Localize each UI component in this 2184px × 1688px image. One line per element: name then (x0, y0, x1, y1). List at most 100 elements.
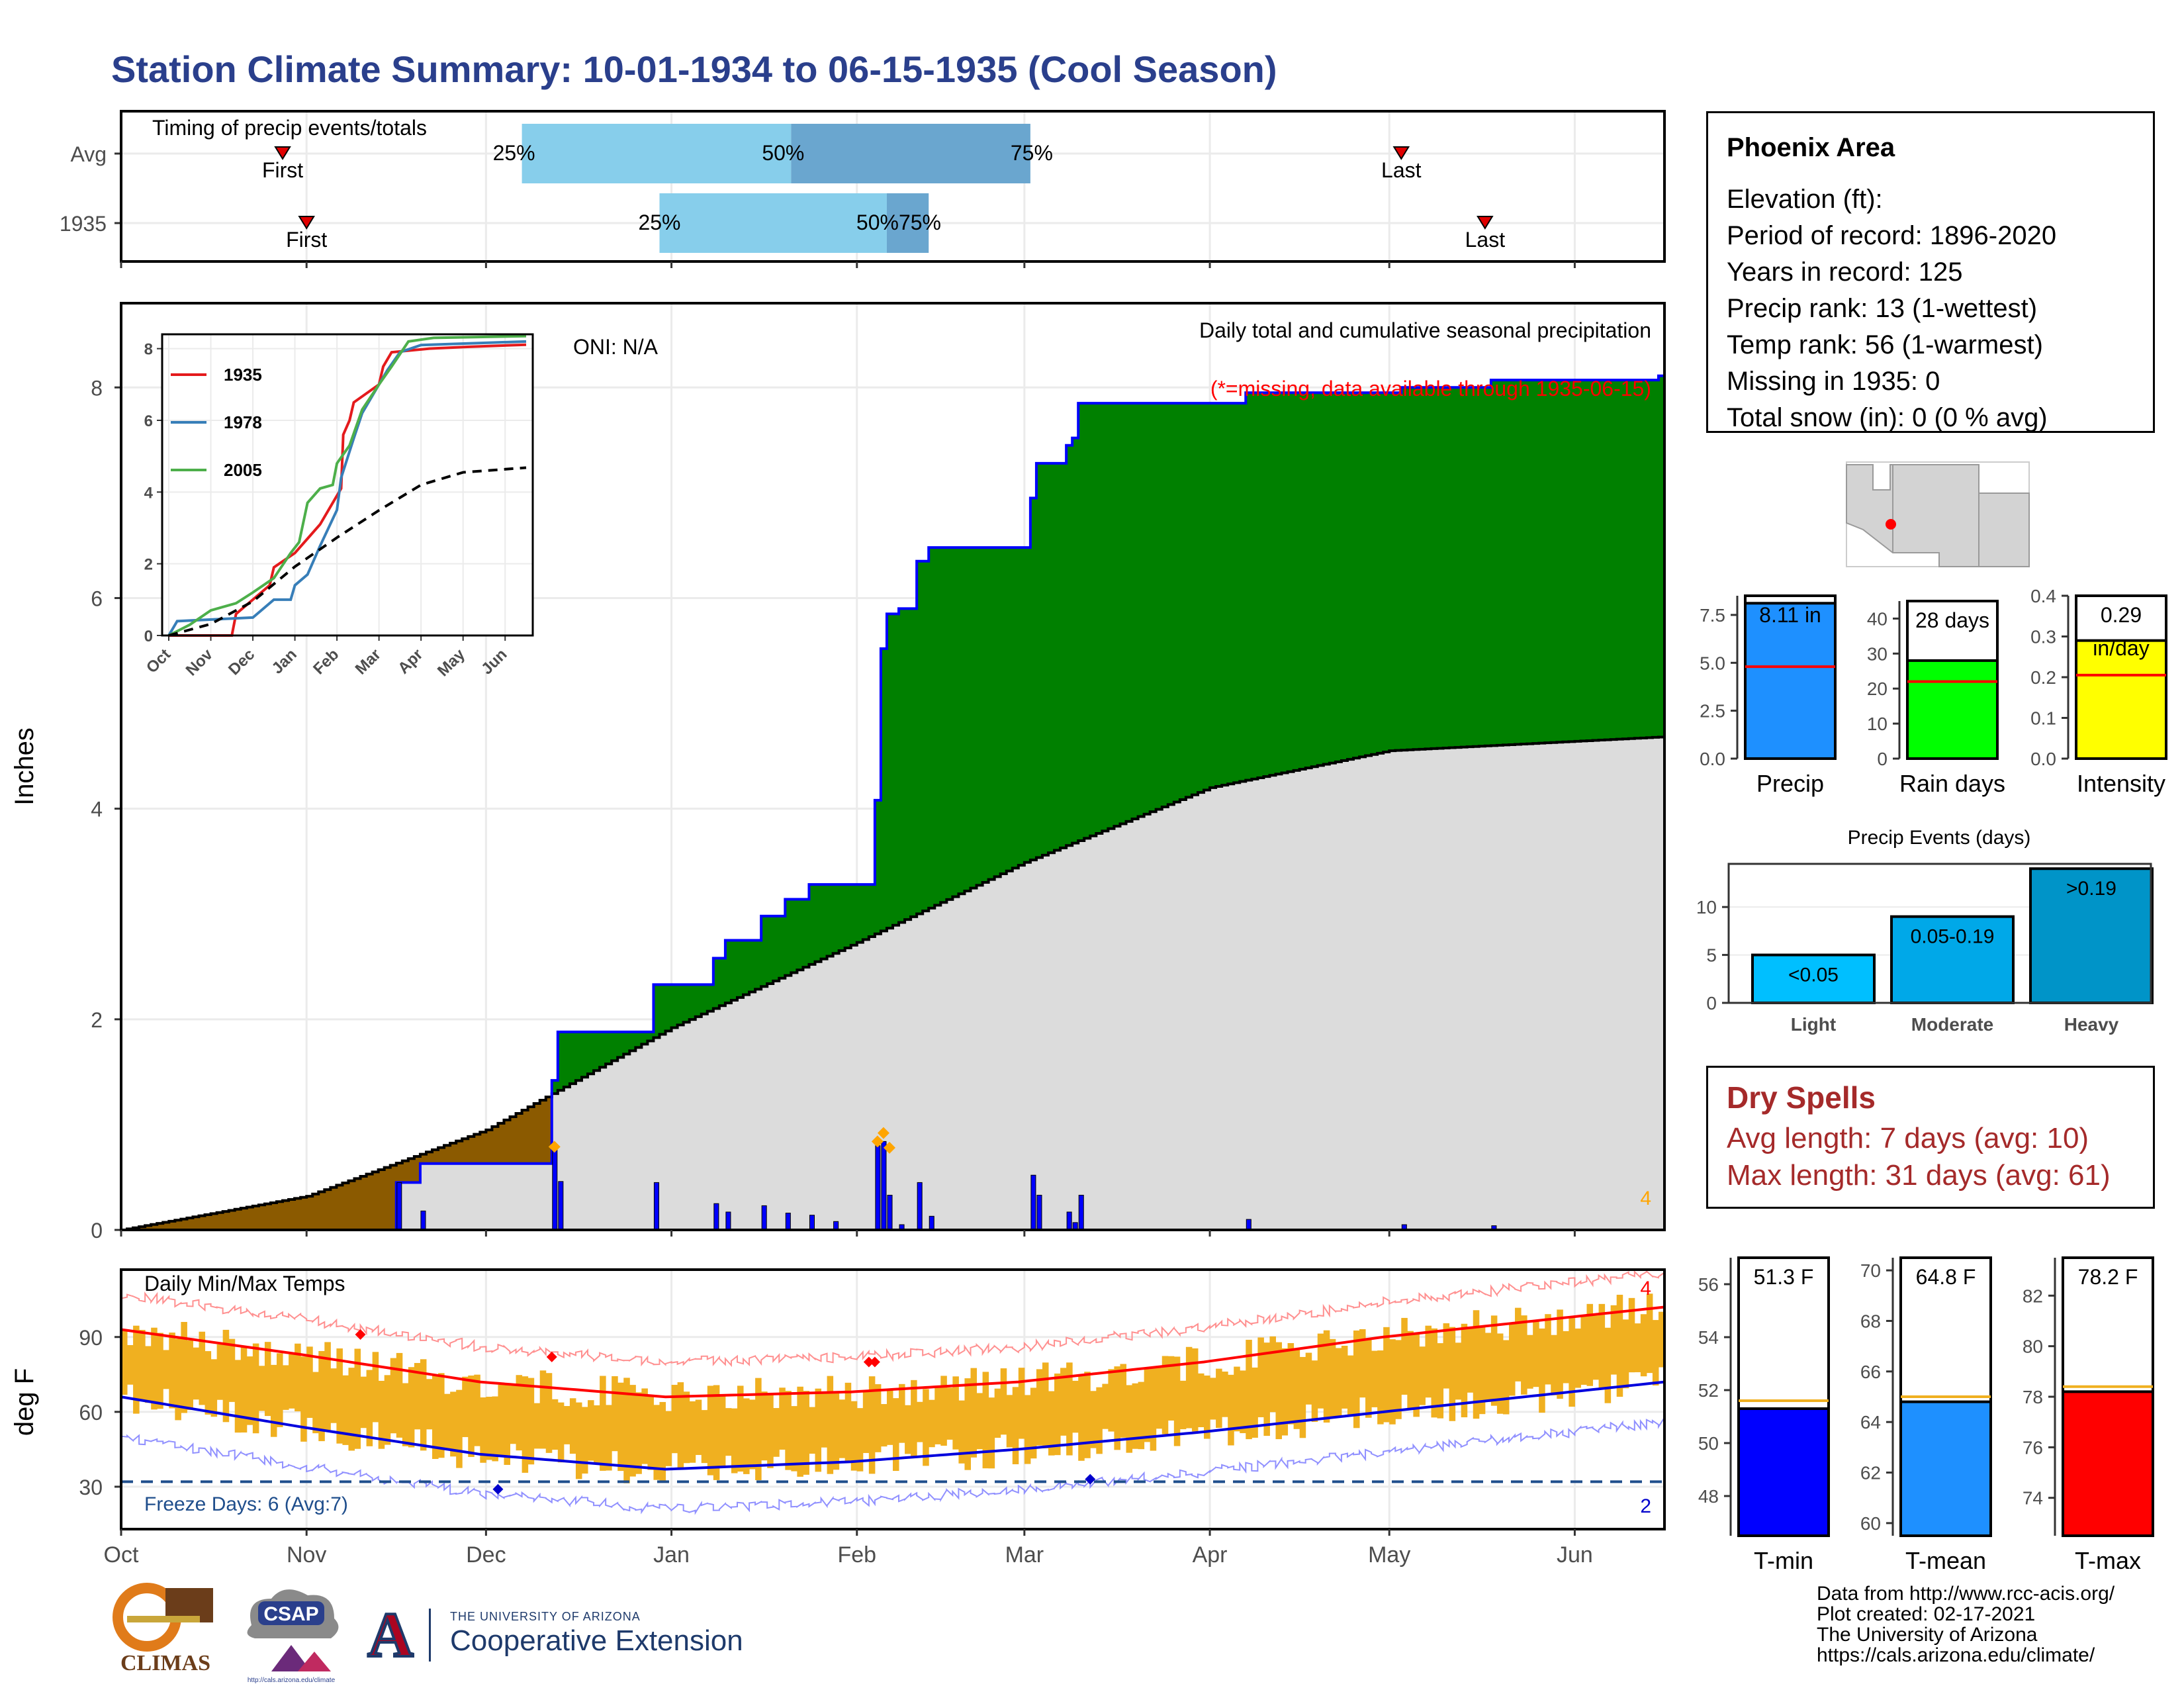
daily-temp-bar (486, 1397, 492, 1460)
daily-temp-bar (258, 1366, 265, 1411)
timing-marker (1392, 146, 1410, 160)
events-bar-label: <0.05 (1788, 964, 1839, 986)
daily-temp-bar (1090, 1391, 1097, 1448)
stat-y-tick-label: 0.4 (2030, 586, 2056, 606)
inset-x-tick-label: Oct (143, 645, 174, 677)
inset-x-tick-label: Mar (352, 645, 385, 678)
daily-temp-bar (1012, 1387, 1019, 1464)
events-y-tick-label: 0 (1706, 993, 1717, 1013)
daily-temp-bar (797, 1386, 803, 1477)
timing-marker (1477, 216, 1494, 230)
daily-precip-bar (396, 1182, 402, 1231)
temp-stat-y-tick-label: 62 (1860, 1463, 1881, 1483)
temp-stat-y-tick-label: 80 (2023, 1336, 2043, 1357)
daily-temp-bar (635, 1392, 642, 1474)
daily-temp-bar (1413, 1333, 1420, 1417)
daily-temp-bar (492, 1396, 498, 1462)
daily-temp-bar (420, 1359, 427, 1451)
temp-stat-value-label: 51.3 F (1754, 1265, 1814, 1289)
record-precip-marker (877, 1127, 889, 1139)
temp-stat-name: T-max (2075, 1547, 2141, 1574)
daily-temp-bar (850, 1401, 858, 1471)
month-tick-label: May (1368, 1542, 1410, 1568)
timing-bar-50-75 (886, 193, 929, 253)
daily-temp-bar (522, 1376, 529, 1473)
daily-temp-bar (145, 1346, 152, 1403)
daily-temp-bar (929, 1399, 935, 1448)
stat-y-tick-label: 2.5 (1700, 701, 1725, 722)
daily-temp-bar (617, 1382, 624, 1472)
inset-y-tick-label: 2 (144, 556, 153, 574)
daily-temp-bar (300, 1356, 307, 1442)
temp-stat-y-tick-label: 70 (1860, 1260, 1881, 1281)
daily-temp-bar (432, 1376, 439, 1459)
daily-temp-bar (1610, 1305, 1617, 1375)
daily-temp-bar (157, 1333, 163, 1409)
inset-series-line (168, 334, 527, 637)
daily-temp-bar (1299, 1356, 1306, 1438)
daily-precip-bar (761, 1205, 767, 1231)
temp-frame (120, 1268, 1666, 1530)
daily-precip-bar (558, 1181, 564, 1231)
daily-temp-bar (1251, 1367, 1258, 1438)
daily-temp-bar (336, 1348, 343, 1444)
daily-temp-bar (462, 1376, 469, 1437)
daily-temp-bar (743, 1398, 750, 1474)
inset-x-tick-label: Feb (310, 645, 342, 678)
station-temp-rank: Temp rank: 56 (1-warmest) (1727, 330, 2043, 359)
inset-background (162, 334, 533, 635)
precip-surplus-area (551, 375, 1664, 1094)
daily-temp-bar (713, 1385, 720, 1480)
daily-temp-bar (193, 1347, 200, 1400)
daily-temp-bar (557, 1402, 565, 1463)
daily-temp-bar (1240, 1370, 1246, 1434)
month-tick-label: Jun (1557, 1542, 1593, 1568)
timing-marker-label: First (262, 158, 303, 182)
daily-temp-bar (1102, 1383, 1109, 1429)
daily-temp-bar (934, 1387, 941, 1444)
daily-temp-bar (1060, 1368, 1067, 1436)
daily-temp-bar (1592, 1315, 1600, 1380)
daily-temp-bar (821, 1393, 828, 1448)
daily-temp-bar (1455, 1342, 1462, 1400)
daily-temp-bar (1461, 1323, 1468, 1418)
daily-temp-bar (970, 1368, 978, 1458)
daily-temp-bar (952, 1376, 959, 1450)
daily-temp-bar (785, 1391, 792, 1470)
record-high-marker (546, 1351, 557, 1362)
stat-y-tick-label: 20 (1867, 679, 1888, 699)
precip-y-label: Inches (10, 727, 39, 806)
record-high-count: 4 (1640, 1278, 1651, 1299)
events-category-label: Moderate (1911, 1014, 1993, 1035)
timing-bar-25-50 (659, 193, 887, 253)
uofa-name: THE UNIVERSITY OF ARIZONA (450, 1610, 641, 1623)
station-years: Years in record: 125 (1727, 258, 1963, 287)
daily-temp-bar (1533, 1319, 1539, 1387)
daily-temp-bar (1353, 1330, 1360, 1429)
daily-temp-bar (1569, 1318, 1575, 1407)
record-precip-marker (871, 1135, 884, 1148)
daily-temp-bar (1449, 1327, 1456, 1421)
inset-y-tick-label: 0 (144, 628, 153, 645)
daily-temp-bar (551, 1399, 559, 1450)
inset-x-tick-label: Apr (394, 645, 426, 677)
daily-temp-bar (773, 1408, 780, 1457)
precip-title: Daily total and cumulative seasonal prec… (1199, 318, 1651, 342)
daily-temp-bar (1574, 1328, 1581, 1388)
daily-temp-bar (216, 1344, 224, 1400)
daily-temp-bar (737, 1385, 744, 1472)
daily-temp-bar (976, 1393, 983, 1450)
daily-temp-bar (169, 1333, 175, 1409)
daily-temp-bar (1557, 1309, 1563, 1399)
credit-line: Data from http://www.rcc-acis.org/ (1817, 1583, 2115, 1605)
month-tick-label: Mar (1005, 1542, 1044, 1568)
daily-temp-bar (1138, 1382, 1145, 1450)
daily-temp-bar (1598, 1303, 1606, 1389)
timing-marker-label: First (286, 228, 327, 252)
station-snow: Total snow (in): 0 (0 % avg) (1727, 403, 2048, 432)
daily-temp-bar (1173, 1356, 1181, 1446)
station-missing: Missing in 1935: 0 (1727, 367, 1940, 396)
daily-temp-bar (629, 1385, 636, 1477)
daily-temp-bar (886, 1389, 893, 1445)
station-elevation: Elevation (ft): (1727, 185, 1883, 214)
